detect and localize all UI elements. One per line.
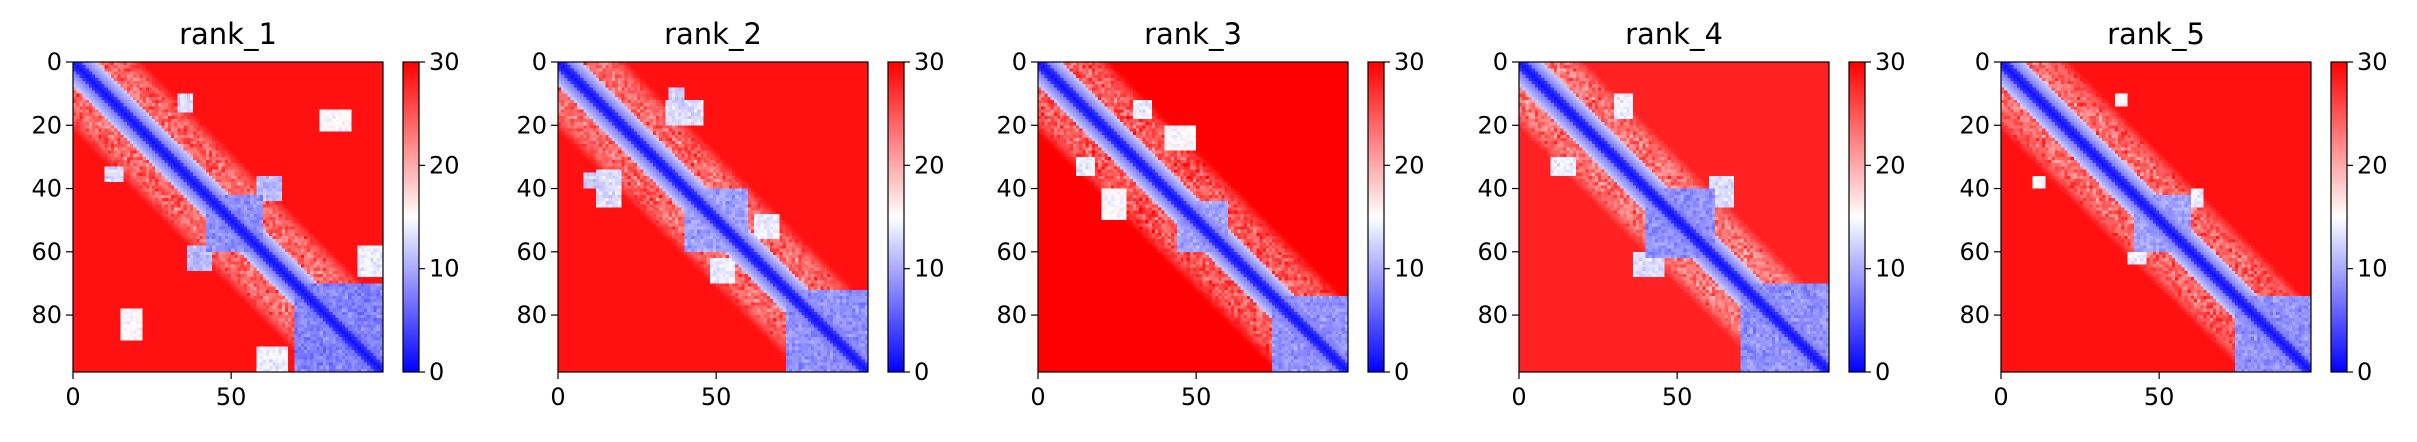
colorbar [1849,62,1865,372]
y-tick-label: 40 [31,175,62,203]
colorbar [403,62,419,372]
x-tick-label: 0 [550,383,565,411]
y-tick-label: 80 [516,301,547,329]
colorbar-tick-label: 30 [914,48,945,76]
x-tick-label: 0 [1511,383,1526,411]
heatmap-frame [1037,61,1349,373]
y-tick-label: 40 [996,175,1027,203]
x-tick-label: 0 [1993,383,2008,411]
y-tick-label: 40 [1959,175,1990,203]
heatmap-cells [73,62,383,372]
heatmap-cells [558,62,868,372]
x-tick-label: 50 [2144,383,2175,411]
y-tick-label: 40 [1477,175,1508,203]
colorbar-tick-label: 10 [429,255,460,283]
heatmap-frame [1518,61,1830,373]
y-tick-label: 80 [996,301,1027,329]
colorbar-tick-label: 20 [1875,151,1906,179]
heatmap-panel-4: rank_4 0 20 40 60 80 0 50 0 10 20 30 [1477,17,1905,411]
colorbar-tick-label: 10 [1875,255,1906,283]
colorbar-tick-label: 0 [914,358,929,386]
colorbar-tick-label: 30 [429,48,460,76]
y-tick-label: 20 [31,111,62,139]
y-tick-label: 80 [1477,301,1508,329]
panel-title: rank_4 [1625,17,1723,51]
panel-title: rank_5 [2107,17,2205,51]
y-tick-label: 60 [1477,238,1508,266]
y-tick-label: 80 [31,301,62,329]
heatmap-panel-5: rank_5 0 20 40 60 80 0 50 0 10 20 30 [1959,17,2387,411]
heatmap-frame [2000,61,2312,373]
x-tick-label: 50 [701,383,732,411]
y-tick-label: 40 [516,175,547,203]
x-tick-label: 50 [216,383,247,411]
colorbar-tick-label: 10 [2357,255,2388,283]
colorbar-tick-label: 20 [914,151,945,179]
panel-title: rank_1 [179,17,277,51]
colorbar-tick-label: 0 [1394,358,1409,386]
heatmap-panel-1: rank_1 0 20 40 60 80 0 50 0 10 20 30 [31,17,459,411]
y-tick-label: 0 [1975,48,1990,76]
y-tick-label: 60 [996,238,1027,266]
y-tick-label: 20 [1959,111,1990,139]
x-tick-label: 50 [1181,383,1212,411]
colorbar-frame [2330,61,2348,373]
heatmap-frame [557,61,869,373]
y-tick-label: 0 [1012,48,1027,76]
colorbar-tick-label: 0 [429,358,444,386]
x-tick-label: 0 [65,383,80,411]
colorbar-frame [402,61,420,373]
heatmap-cells [2001,62,2311,372]
colorbar-tick-label: 30 [1875,48,1906,76]
y-tick-label: 20 [1477,111,1508,139]
y-tick-label: 20 [996,111,1027,139]
colorbar-tick-label: 0 [1875,358,1890,386]
y-tick-label: 0 [1493,48,1508,76]
y-tick-label: 80 [1959,301,1990,329]
heatmap-cells [1038,62,1348,372]
x-tick-label: 50 [1662,383,1693,411]
y-tick-label: 0 [532,48,547,76]
y-tick-label: 20 [516,111,547,139]
colorbar-tick-label: 10 [1394,255,1425,283]
colorbar-tick-label: 20 [429,151,460,179]
colorbar [2331,62,2347,372]
y-tick-label: 0 [47,48,62,76]
heatmap-frame [72,61,384,373]
y-tick-label: 60 [516,238,547,266]
colorbar-frame [1367,61,1385,373]
colorbar-frame [887,61,905,373]
colorbar-tick-label: 0 [2357,358,2372,386]
heatmap-panel-2: rank_2 0 20 40 60 80 0 50 0 10 20 30 [516,17,944,411]
colorbar-tick-label: 20 [1394,151,1425,179]
y-tick-label: 60 [31,238,62,266]
colorbar-tick-label: 10 [914,255,945,283]
y-tick-label: 60 [1959,238,1990,266]
colorbar-tick-label: 20 [2357,151,2388,179]
colorbar [888,62,904,372]
panel-title: rank_2 [664,17,762,51]
colorbar [1368,62,1384,372]
heatmap-cells [1519,62,1829,372]
colorbar-frame [1848,61,1866,373]
panel-title: rank_3 [1144,17,1242,51]
x-tick-label: 0 [1030,383,1045,411]
colorbar-tick-label: 30 [1394,48,1425,76]
heatmap-panel-3: rank_3 0 20 40 60 80 0 50 0 10 20 30 [996,17,1424,411]
colorbar-tick-label: 30 [2357,48,2388,76]
